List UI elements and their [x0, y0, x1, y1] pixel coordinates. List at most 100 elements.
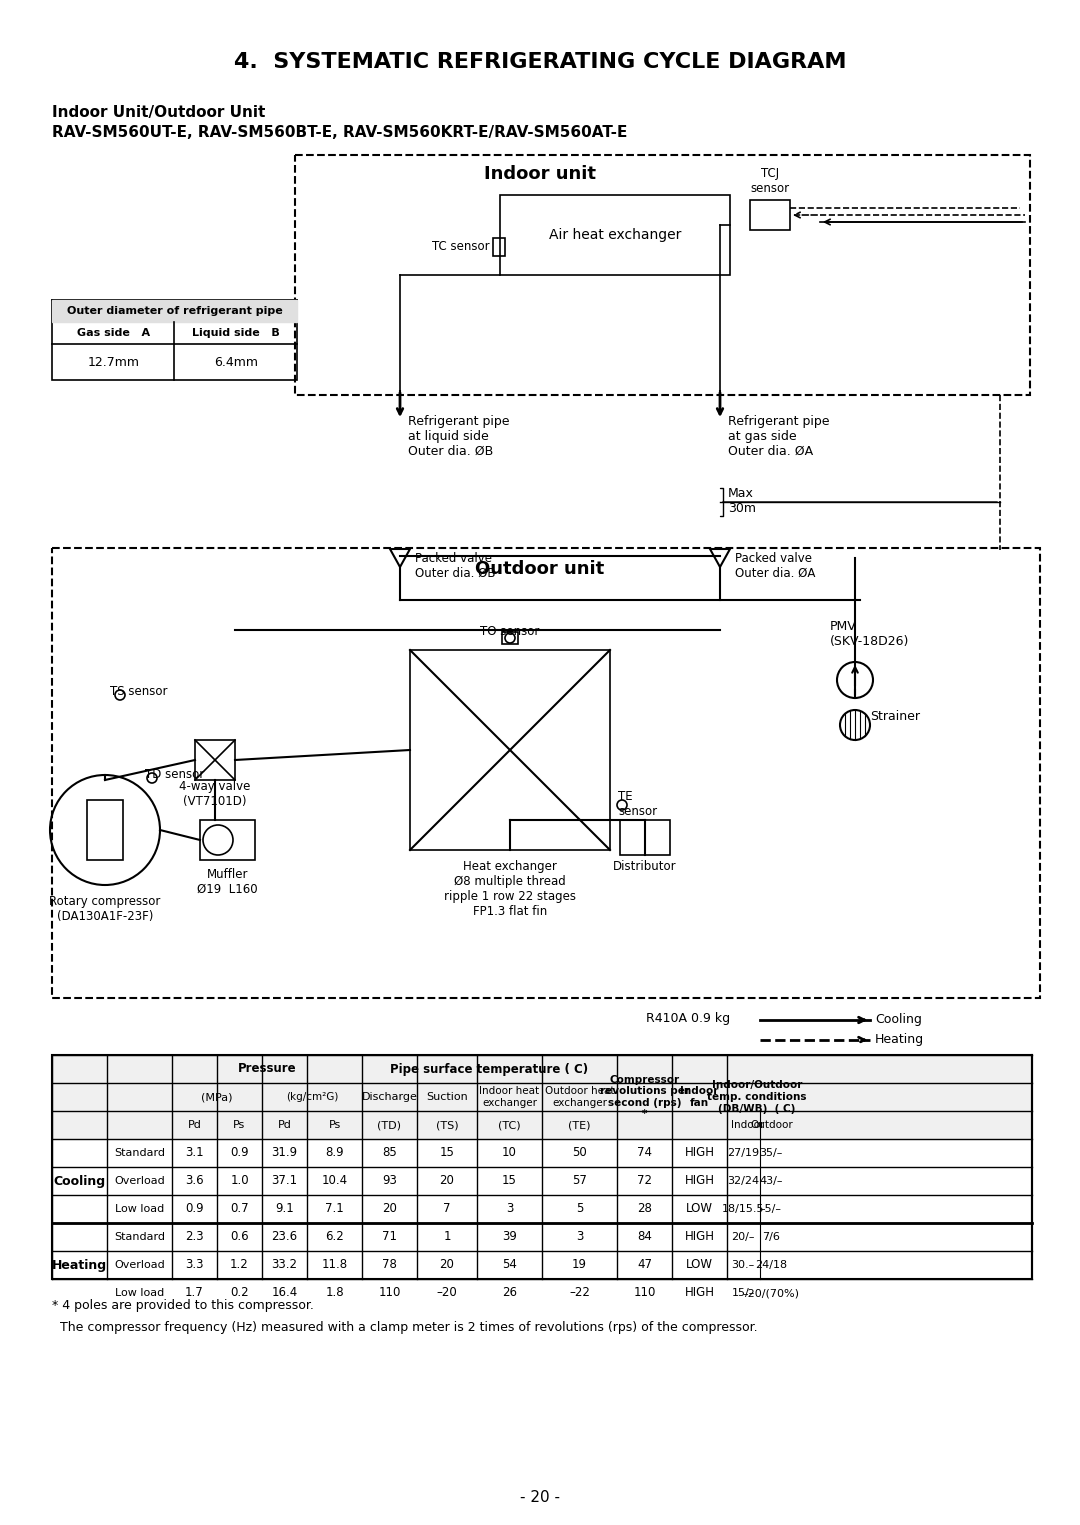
- Text: 3.6: 3.6: [185, 1174, 204, 1188]
- Text: (MPa): (MPa): [201, 1092, 233, 1103]
- Text: Pipe surface temperature ( C): Pipe surface temperature ( C): [391, 1063, 589, 1075]
- Text: 24/18: 24/18: [755, 1260, 787, 1270]
- Polygon shape: [52, 1055, 1032, 1139]
- Text: Indoor/Outdoor
temp. conditions
(DB/WB)  ( C): Indoor/Outdoor temp. conditions (DB/WB) …: [707, 1080, 807, 1113]
- Text: Standard: Standard: [114, 1232, 165, 1241]
- Text: 20: 20: [382, 1203, 397, 1215]
- Bar: [410, 650, 610, 849]
- Text: Pressure: Pressure: [238, 1063, 296, 1075]
- Text: 1.8: 1.8: [325, 1287, 343, 1299]
- Text: HIGH: HIGH: [685, 1147, 715, 1159]
- Text: * 4 poles are provided to this compressor.: * 4 poles are provided to this compresso…: [52, 1299, 314, 1312]
- Text: 30.–: 30.–: [731, 1260, 755, 1270]
- Text: 57: 57: [572, 1174, 586, 1188]
- Text: Refrigerant pipe
at gas side
Outer dia. ØA: Refrigerant pipe at gas side Outer dia. …: [728, 415, 829, 457]
- Text: 85: 85: [382, 1147, 396, 1159]
- Text: 43/–: 43/–: [759, 1176, 783, 1186]
- Text: –22: –22: [569, 1287, 590, 1299]
- Text: Compressor
revolutions per
second (rps)
*: Compressor revolutions per second (rps) …: [599, 1075, 689, 1119]
- Text: 15: 15: [502, 1174, 517, 1188]
- Text: 10.4: 10.4: [322, 1174, 348, 1188]
- Text: 1: 1: [443, 1231, 450, 1243]
- Text: Air heat exchanger: Air heat exchanger: [549, 229, 681, 242]
- Bar: [620, 820, 670, 856]
- Text: TS sensor: TS sensor: [110, 685, 167, 698]
- Text: 3.3: 3.3: [186, 1258, 204, 1272]
- Text: Indoor: Indoor: [731, 1119, 765, 1130]
- Text: –20/(70%): –20/(70%): [742, 1289, 799, 1298]
- Text: Rotary compressor
(DA130A1F-23F): Rotary compressor (DA130A1F-23F): [50, 895, 161, 923]
- Text: 84: 84: [637, 1231, 652, 1243]
- Text: Liquid side   B: Liquid side B: [192, 328, 280, 339]
- Text: 0.9: 0.9: [185, 1203, 204, 1215]
- Text: 1.2: 1.2: [230, 1258, 248, 1272]
- Text: 5: 5: [576, 1203, 583, 1215]
- Text: Heating: Heating: [875, 1034, 924, 1046]
- Text: Distributor: Distributor: [613, 860, 677, 872]
- Text: Indoor heat
exchanger: Indoor heat exchanger: [480, 1086, 540, 1107]
- Text: 7/6: 7/6: [761, 1232, 780, 1241]
- Text: 15/–: 15/–: [731, 1289, 755, 1298]
- Text: 33.2: 33.2: [271, 1258, 297, 1272]
- Text: 16.4: 16.4: [271, 1287, 298, 1299]
- Text: 110: 110: [633, 1287, 656, 1299]
- Text: Outdoor: Outdoor: [751, 1119, 794, 1130]
- Text: Low load: Low load: [114, 1289, 164, 1298]
- Text: Cooling: Cooling: [53, 1174, 106, 1188]
- Text: 0.2: 0.2: [230, 1287, 248, 1299]
- Text: 93: 93: [382, 1174, 397, 1188]
- Text: Indoor unit: Indoor unit: [484, 165, 596, 183]
- Text: 72: 72: [637, 1174, 652, 1188]
- Text: 1.0: 1.0: [230, 1174, 248, 1188]
- Bar: [750, 200, 789, 230]
- Text: 20: 20: [440, 1258, 455, 1272]
- Text: 35/–: 35/–: [759, 1148, 783, 1157]
- Text: Standard: Standard: [114, 1148, 165, 1157]
- Text: HIGH: HIGH: [685, 1174, 715, 1188]
- Text: Discharge: Discharge: [362, 1092, 418, 1103]
- Text: 0.7: 0.7: [230, 1203, 248, 1215]
- Text: (TC): (TC): [498, 1119, 521, 1130]
- Text: Gas side   A: Gas side A: [77, 328, 150, 339]
- Text: 37.1: 37.1: [271, 1174, 298, 1188]
- Text: 0.6: 0.6: [230, 1231, 248, 1243]
- Text: 20/–: 20/–: [731, 1232, 755, 1241]
- Text: Pd: Pd: [278, 1119, 292, 1130]
- Text: Low load: Low load: [114, 1205, 164, 1214]
- Bar: [52, 300, 297, 322]
- Text: 1.7: 1.7: [185, 1287, 204, 1299]
- Text: RAV-SM560UT-E, RAV-SM560BT-E, RAV-SM560KRT-E/RAV-SM560AT-E: RAV-SM560UT-E, RAV-SM560BT-E, RAV-SM560K…: [52, 125, 627, 140]
- Text: Indoor Unit/Outdoor Unit: Indoor Unit/Outdoor Unit: [52, 105, 266, 120]
- Text: Refrigerant pipe
at liquid side
Outer dia. ØB: Refrigerant pipe at liquid side Outer di…: [408, 415, 510, 457]
- Bar: [200, 820, 255, 860]
- Text: HIGH: HIGH: [685, 1287, 715, 1299]
- Text: 10: 10: [502, 1147, 517, 1159]
- Text: Cooling: Cooling: [875, 1014, 922, 1026]
- Text: 4-way valve
(VT7101D): 4-way valve (VT7101D): [179, 779, 251, 808]
- Text: (TE): (TE): [568, 1119, 591, 1130]
- Text: TCJ
sensor: TCJ sensor: [751, 168, 789, 195]
- Polygon shape: [52, 300, 297, 322]
- Text: 74: 74: [637, 1147, 652, 1159]
- Text: 26: 26: [502, 1287, 517, 1299]
- Text: 6.2: 6.2: [325, 1231, 343, 1243]
- Text: 31.9: 31.9: [271, 1147, 298, 1159]
- Text: Heat exchanger
Ø8 multiple thread
ripple 1 row 22 stages
FP1.3 flat fin: Heat exchanger Ø8 multiple thread ripple…: [444, 860, 576, 918]
- Text: 7.1: 7.1: [325, 1203, 343, 1215]
- Text: 8.9: 8.9: [325, 1147, 343, 1159]
- Bar: [295, 156, 1030, 395]
- Text: 39: 39: [502, 1231, 517, 1243]
- Text: Suction: Suction: [427, 1092, 468, 1103]
- Text: (kg/cm²G): (kg/cm²G): [286, 1092, 338, 1103]
- Text: TE
sensor: TE sensor: [618, 790, 657, 817]
- Text: 0.9: 0.9: [230, 1147, 248, 1159]
- Text: 78: 78: [382, 1258, 397, 1272]
- Text: HIGH: HIGH: [685, 1231, 715, 1243]
- Text: 110: 110: [378, 1287, 401, 1299]
- Text: 15: 15: [440, 1147, 455, 1159]
- Text: Strainer: Strainer: [870, 711, 920, 723]
- Text: TC sensor: TC sensor: [432, 241, 490, 253]
- Text: 71: 71: [382, 1231, 397, 1243]
- Text: 9.1: 9.1: [275, 1203, 294, 1215]
- Text: 27/19: 27/19: [727, 1148, 759, 1157]
